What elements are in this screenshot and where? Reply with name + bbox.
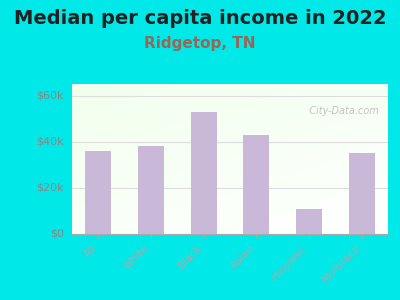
Text: $20k: $20k <box>36 183 64 193</box>
Bar <box>190 112 217 234</box>
Text: $60k: $60k <box>36 91 64 100</box>
Text: Ridgetop, TN: Ridgetop, TN <box>144 36 256 51</box>
Bar <box>348 153 375 234</box>
Text: $40k: $40k <box>36 137 64 147</box>
Text: $0: $0 <box>50 229 64 239</box>
Bar <box>243 135 270 234</box>
Text: Median per capita income in 2022: Median per capita income in 2022 <box>14 9 386 28</box>
Bar <box>296 208 322 234</box>
Bar <box>85 151 112 234</box>
Bar <box>138 146 164 234</box>
Text: City-Data.com: City-Data.com <box>303 106 378 116</box>
